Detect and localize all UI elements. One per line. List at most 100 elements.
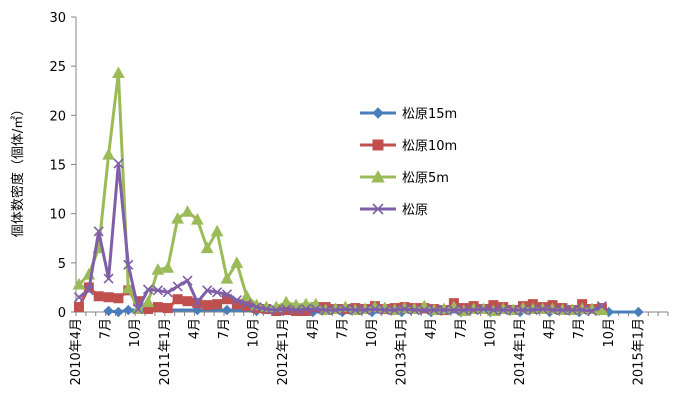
data-point: [389, 304, 400, 316]
data-point: [567, 304, 578, 316]
data-point: [372, 203, 384, 215]
data-point: [220, 272, 234, 284]
data-point-stroke: [438, 304, 450, 316]
data-point-stroke: [596, 301, 607, 312]
data-point: [271, 304, 282, 316]
data-point: [142, 284, 154, 295]
data-point: [300, 303, 311, 315]
data-point: [508, 304, 519, 316]
data-point-stroke: [372, 203, 384, 215]
data-point: [210, 224, 224, 237]
legend-label: 松原5m: [402, 171, 449, 186]
y-tick-label: 10: [49, 208, 66, 223]
x-tick-label: 7月: [99, 318, 114, 339]
data-point: [537, 303, 548, 315]
data-point: [577, 304, 588, 316]
x-tick-label: 4月: [424, 318, 439, 339]
data-point: [261, 303, 272, 315]
x-tick-label: 2010年4月: [69, 318, 84, 385]
data-point: [448, 304, 459, 316]
data-point: [320, 304, 331, 316]
x-tick-label: 10月: [128, 318, 143, 348]
data-point: [121, 281, 135, 294]
series-line: [77, 71, 603, 313]
data-point: [191, 213, 204, 225]
legend-item: 松原15m: [360, 107, 457, 122]
x-tick-label: 4月: [543, 318, 558, 339]
data-point-stroke: [113, 158, 124, 169]
data-point: [172, 294, 183, 305]
data-point: [633, 306, 644, 318]
data-point-stroke: [389, 304, 400, 316]
x-tick-label: 7月: [454, 318, 469, 339]
legend-label: 松原: [402, 203, 428, 218]
data-point-stroke: [429, 304, 440, 316]
data-point: [240, 289, 254, 302]
data-point: [212, 299, 223, 310]
x-tick-label: 2014年1月: [513, 318, 528, 385]
legend-label: 松原10m: [402, 139, 457, 154]
data-point-stroke: [310, 303, 321, 315]
data-point: [171, 212, 184, 224]
data-point-stroke: [300, 303, 311, 315]
data-point-stroke: [83, 285, 94, 296]
data-point: [372, 107, 384, 119]
data-point: [330, 304, 341, 316]
data-point-stroke: [488, 304, 499, 316]
data-point-stroke: [557, 304, 568, 316]
data-point-stroke: [340, 303, 351, 315]
data-point: [172, 281, 183, 292]
data-point: [438, 304, 450, 316]
data-point: [230, 256, 244, 268]
data-point-stroke: [399, 303, 410, 315]
x-tick-label: 10月: [602, 318, 617, 348]
data-point: [192, 297, 203, 308]
data-point-stroke: [517, 304, 529, 316]
data-point: [340, 303, 351, 315]
data-point-stroke: [142, 284, 154, 295]
data-point: [527, 304, 538, 316]
data-point: [221, 289, 233, 300]
data-point: [152, 285, 163, 296]
data-point-stroke: [271, 304, 282, 316]
data-point: [596, 301, 607, 312]
legend-item: 松原5m: [360, 169, 449, 186]
x-tick-label: 7月: [217, 318, 232, 339]
data-point: [221, 304, 233, 316]
data-point-stroke: [172, 281, 183, 292]
data-point-stroke: [468, 304, 479, 316]
data-point: [133, 303, 144, 315]
data-point-stroke: [202, 285, 213, 296]
data-point: [557, 304, 568, 316]
x-tick-label: 2015年1月: [631, 318, 646, 385]
data-point: [241, 299, 252, 310]
data-point: [123, 259, 134, 270]
data-point-stroke: [231, 295, 242, 306]
data-point: [162, 287, 173, 298]
data-point: [112, 66, 125, 79]
data-point-stroke: [360, 304, 371, 316]
data-point-stroke: [498, 304, 509, 316]
data-point-stroke: [379, 304, 390, 316]
data-point: [102, 148, 115, 160]
x-tick-label: 2013年1月: [395, 318, 410, 385]
data-point-stroke: [508, 304, 519, 316]
data-point: [379, 304, 390, 316]
data-point: [202, 300, 213, 311]
data-point: [113, 158, 124, 169]
data-point: [251, 302, 262, 313]
axes: 0 5 10 15 20 25 30 2010年4月 7月 10月 2011年1月 4月 7月 10月 20…: [49, 11, 669, 385]
data-point: [371, 169, 385, 183]
data-point-stroke: [290, 304, 302, 316]
data-point-stroke: [152, 285, 163, 296]
data-point: [161, 261, 175, 273]
data-point-stroke: [527, 304, 538, 316]
data-point-stroke: [478, 303, 489, 315]
y-tick-label: 5: [58, 257, 66, 272]
data-point: [202, 285, 213, 296]
data-point: [113, 293, 124, 304]
data-point: [409, 304, 420, 316]
data-point: [290, 304, 302, 316]
